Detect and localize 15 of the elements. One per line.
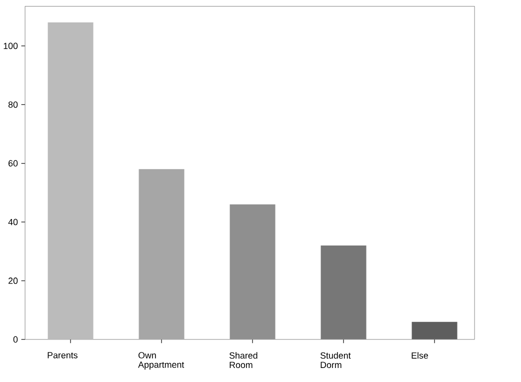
x-tick-label: Own Appartment xyxy=(138,352,184,370)
bar xyxy=(320,246,366,340)
y-tick-label: 20 xyxy=(8,278,18,284)
bar xyxy=(230,204,276,340)
x-tick-label: Student Dorm xyxy=(320,352,351,368)
x-tick-label: Else xyxy=(412,352,428,359)
x-tick-label: Shared Room xyxy=(229,352,258,368)
bar xyxy=(138,169,184,340)
y-tick-label: 60 xyxy=(8,160,18,167)
y-tick-label: 100 xyxy=(4,42,18,50)
bar xyxy=(48,22,94,340)
x-tick-label: Parents xyxy=(48,352,78,358)
y-tick-label: 80 xyxy=(8,101,18,108)
y-tick-label: 0 xyxy=(13,336,18,343)
y-tick-label: 40 xyxy=(8,218,18,226)
